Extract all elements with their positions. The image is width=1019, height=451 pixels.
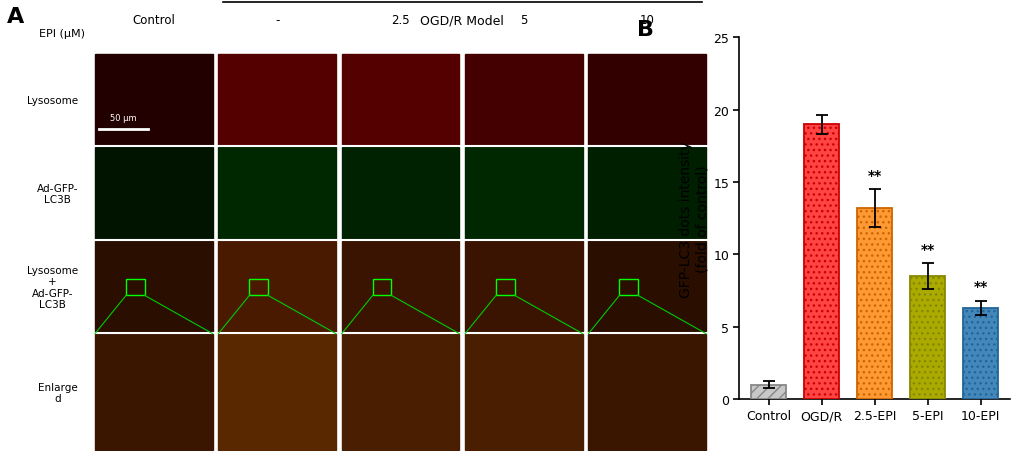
Bar (588, 148, 705, 240)
Bar (588, 241, 705, 333)
Text: Lysosome: Lysosome (26, 96, 77, 106)
Text: A: A (7, 7, 24, 27)
Bar (804, 125, 838, 399)
Bar (218, 241, 335, 333)
Text: OGD/R Model: OGD/R Model (420, 14, 503, 27)
Bar (465, 241, 582, 333)
Text: **: ** (919, 242, 933, 256)
Bar (465, 335, 582, 450)
Text: -: - (275, 14, 279, 27)
Bar (751, 385, 785, 399)
Y-axis label: GFP-LC3 dots intensity
(fold of control): GFP-LC3 dots intensity (fold of control) (679, 140, 708, 297)
Text: Lysosome
+
Ad-GFP-
LC3B: Lysosome + Ad-GFP- LC3B (26, 265, 77, 310)
Text: Control: Control (132, 14, 175, 27)
Text: 2.5: 2.5 (391, 14, 410, 27)
Bar (95, 335, 212, 450)
Text: Ad-GFP-
LC3B: Ad-GFP- LC3B (37, 183, 77, 205)
Bar (619, 279, 637, 296)
Bar (588, 335, 705, 450)
Bar (250, 279, 268, 296)
Bar (341, 148, 459, 240)
Bar (95, 55, 212, 147)
Bar (341, 241, 459, 333)
Bar (588, 55, 705, 147)
Text: B: B (636, 20, 653, 40)
Bar (465, 148, 582, 240)
Bar (218, 335, 335, 450)
Bar (495, 279, 515, 296)
Bar (341, 335, 459, 450)
Bar (857, 209, 891, 399)
Text: **: ** (867, 169, 880, 183)
Text: 10: 10 (639, 14, 654, 27)
Bar (341, 55, 459, 147)
Bar (963, 308, 997, 399)
Bar (218, 148, 335, 240)
Bar (372, 279, 391, 296)
Text: EPI (μM): EPI (μM) (39, 28, 85, 38)
Text: **: ** (972, 280, 986, 294)
Text: 50 μm: 50 μm (110, 114, 137, 123)
Bar (910, 276, 944, 399)
Text: Enlarge
d: Enlarge d (38, 382, 77, 403)
Text: 5: 5 (520, 14, 527, 27)
Bar (95, 241, 212, 333)
Bar (126, 279, 145, 296)
Bar (465, 55, 582, 147)
Bar (95, 148, 212, 240)
Bar (218, 55, 335, 147)
